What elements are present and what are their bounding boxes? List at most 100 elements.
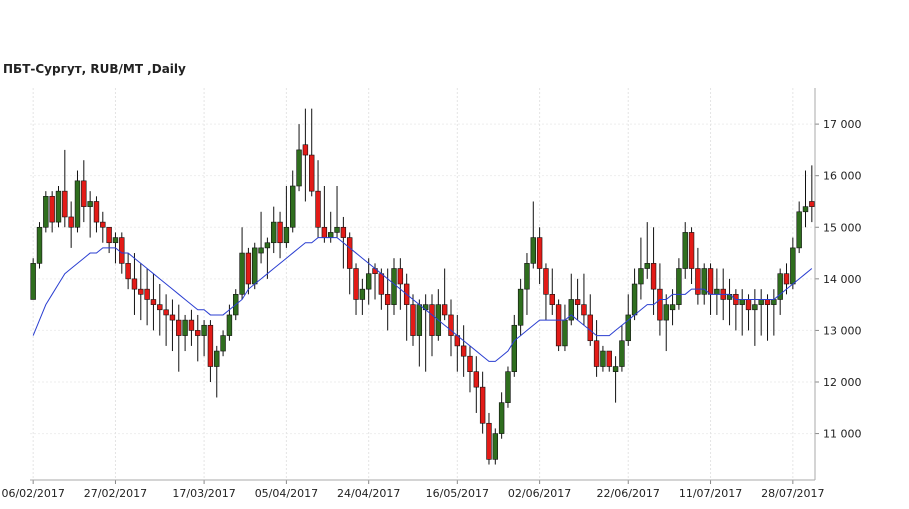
y-tick-label: 13 000: [823, 324, 862, 337]
y-tick-label: 14 000: [823, 273, 862, 286]
candle-body: [214, 350, 220, 367]
candle-body: [277, 221, 283, 244]
candle-body: [100, 221, 106, 228]
candle-body: [650, 263, 657, 290]
moving-average: [32, 237, 813, 362]
candle-body: [334, 226, 340, 233]
candle-body: [264, 242, 271, 249]
candle-body: [150, 299, 157, 305]
y-tick-label: 17 000: [823, 118, 862, 131]
candle-body: [245, 252, 252, 285]
candle-body: [562, 319, 568, 347]
candle-body: [771, 299, 777, 305]
candle-body: [460, 345, 467, 357]
candle-body: [252, 247, 258, 285]
candle-body: [619, 340, 625, 367]
candle-body: [530, 237, 536, 264]
x-tick-label: 05/04/2017: [255, 487, 318, 500]
candle-body: [625, 314, 631, 342]
candle-body: [157, 304, 163, 311]
candle-body: [283, 226, 290, 244]
candle-body: [138, 288, 144, 295]
candle-body: [416, 304, 423, 336]
candle-body: [701, 268, 707, 295]
x-tick-label: 24/04/2017: [337, 487, 400, 500]
candle-body: [87, 201, 93, 207]
candle-body: [688, 232, 695, 269]
candle-body: [707, 268, 714, 295]
candle-body: [359, 288, 366, 300]
candle-body: [106, 226, 112, 244]
candle-body: [353, 268, 359, 300]
candle-body: [802, 206, 809, 213]
x-tick-label: 06/02/2017: [1, 487, 64, 500]
candle-body: [631, 283, 638, 316]
candle-body: [568, 299, 574, 321]
candle-body: [169, 314, 176, 321]
candle-body: [783, 273, 790, 285]
x-tick-label: 27/02/2017: [84, 487, 147, 500]
candle-body: [764, 299, 771, 305]
candle-body: [220, 335, 226, 352]
candle-body: [391, 268, 397, 305]
candle-body: [467, 355, 473, 372]
x-tick-label: 28/07/2017: [761, 487, 824, 500]
x-tick-label: 17/03/2017: [172, 487, 235, 500]
candle-body: [74, 180, 81, 228]
candle-body: [112, 237, 119, 244]
candle-body: [340, 226, 347, 238]
candle-body: [258, 247, 264, 254]
candle-body: [384, 294, 391, 305]
candle-body: [207, 324, 214, 367]
candle-body: [682, 232, 688, 269]
x-tick-label: 11/07/2017: [679, 487, 742, 500]
candle-body: [790, 247, 796, 285]
candle-body: [777, 273, 783, 300]
candle-body: [410, 304, 416, 336]
candle-body: [49, 196, 55, 223]
candle-body: [536, 237, 543, 269]
candle-body: [43, 196, 49, 228]
candle-body: [62, 190, 68, 218]
candle-body: [188, 319, 195, 331]
candle-body: [378, 273, 385, 295]
candle-body: [612, 366, 619, 372]
candle-body: [55, 190, 62, 223]
candle-body: [669, 304, 676, 311]
candle-body: [131, 278, 138, 290]
candle-body: [271, 221, 277, 244]
candle-body: [714, 288, 720, 295]
candle-body: [606, 350, 612, 367]
y-tick-label: 11 000: [823, 428, 862, 441]
chart-title: ПБТ-Сургут, RUB/MT ,Daily: [3, 62, 186, 76]
candle-body: [593, 340, 600, 367]
candle-body: [441, 304, 448, 316]
candle-body: [429, 304, 435, 336]
candle-body: [492, 433, 499, 460]
candle-body: [296, 149, 302, 187]
candle-body: [549, 294, 555, 305]
candle-body: [695, 268, 701, 295]
candle-body: [638, 268, 644, 285]
x-tick-label: 02/06/2017: [508, 487, 571, 500]
candle-body: [448, 314, 454, 336]
candle-body: [479, 386, 486, 424]
candle-body: [644, 263, 650, 269]
candle-body: [581, 304, 587, 316]
candle-body: [239, 252, 245, 295]
candle-body: [81, 180, 87, 207]
candle-body: [163, 309, 169, 316]
candle-body: [36, 226, 43, 264]
candle-body: [745, 299, 752, 311]
candle-body: [796, 211, 802, 249]
candle-body: [809, 201, 815, 207]
candle-body: [574, 299, 581, 305]
candle-body: [473, 371, 480, 388]
candle-body: [201, 324, 207, 336]
candle-body: [524, 263, 530, 290]
candle-body: [144, 288, 150, 300]
candle-body: [290, 185, 296, 228]
candle-body: [226, 314, 233, 336]
candle-body: [125, 263, 131, 280]
